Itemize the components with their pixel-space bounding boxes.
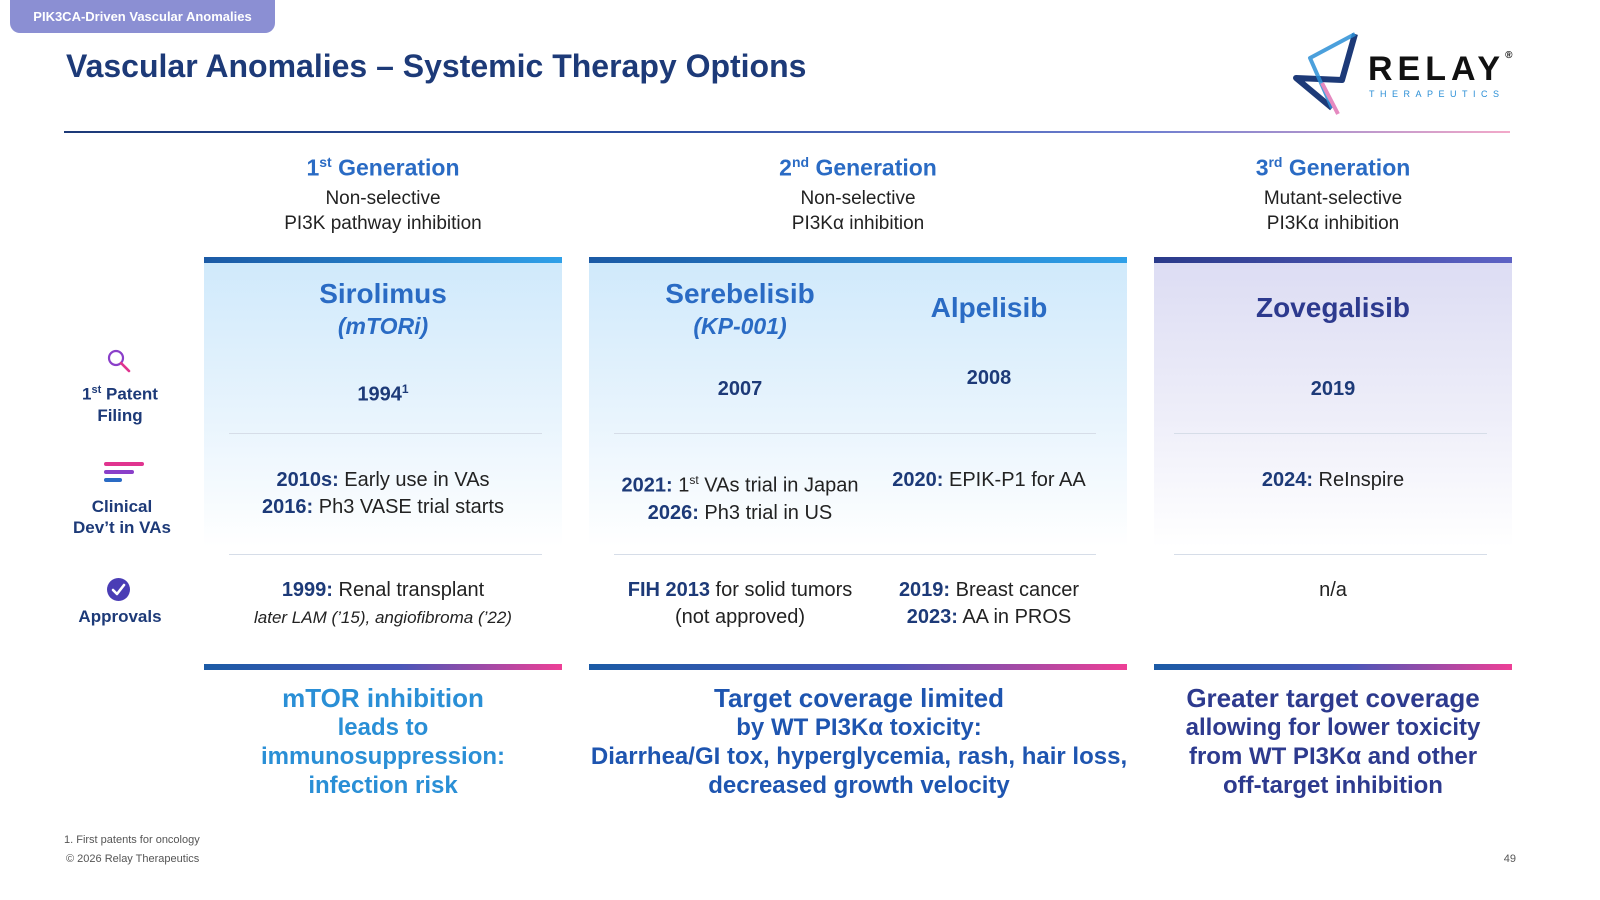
row-divider <box>1174 433 1487 434</box>
generation-2-header: 2nd Generation Non-selective PI3Kα inhibi… <box>589 154 1127 236</box>
patent-year-serebelisib: 2007 <box>717 378 763 400</box>
patent-year-sirolimus: 19941 <box>357 382 409 406</box>
header-divider <box>64 131 1510 133</box>
generation-3-header: 3rd Generation Mutant-selective PI3Kα inh… <box>1154 154 1512 236</box>
drug-name-alpelisib: Alpelisib <box>930 292 1048 323</box>
footnote: 1. First patents for oncology <box>64 834 200 846</box>
row-divider <box>614 433 1096 434</box>
clinical-zovegalisib: 2024: ReInspire <box>1261 469 1405 491</box>
generation-desc: Non-selective PI3K pathway inhibition <box>284 187 482 234</box>
clinical-sirolimus: 2010s: Early use in VAs 2016: Ph3 VASE t… <box>262 469 504 518</box>
clinical-serebelisib: 2021: 1st VAs trial in Japan 2026: Ph3 t… <box>621 473 859 524</box>
drug-name-serebelisib: Serebelisib <box>665 278 815 309</box>
row-divider <box>614 554 1096 555</box>
panel-top-bar <box>589 257 1127 263</box>
approvals-zovegalisib: n/a <box>1319 579 1347 601</box>
generation-title: 2nd Generation <box>779 154 937 181</box>
logo-subtitle: THERAPEUTICS <box>1369 89 1505 99</box>
copyright: © 2026 Relay Therapeutics <box>66 853 200 865</box>
summary-divider <box>1154 664 1512 670</box>
generation-title: 3rd Generation <box>1255 154 1411 181</box>
row-divider <box>229 554 542 555</box>
panel-gen-2 <box>589 257 1127 547</box>
generation-1-header: 1st Generation Non-selective PI3K pathway… <box>204 154 562 236</box>
summary-gen-2: Target coverage limited by WT PI3Kα toxi… <box>590 683 1128 800</box>
patent-year-alpelisib: 2008 <box>966 367 1012 389</box>
panel-gen-3 <box>1154 257 1512 547</box>
summary-gen-1: mTOR inhibition leads to immunosuppressi… <box>260 683 506 800</box>
patent-year-zovegalisib: 2019 <box>1310 378 1356 400</box>
drug-name-sirolimus: Sirolimus <box>319 278 447 309</box>
relay-logo-icon <box>1293 32 1358 115</box>
drug-name-zovegalisib: Zovegalisib <box>1255 292 1411 323</box>
checkmark-badge-icon <box>107 578 130 601</box>
row-label-approvals: Approvals <box>78 607 162 626</box>
approvals-sirolimus: 1999: Renal transplant later LAM (’15), … <box>254 579 512 627</box>
panel-gen-1 <box>204 257 562 547</box>
clinical-alpelisib: 2020: EPIK-P1 for AA <box>892 469 1086 491</box>
generation-desc: Mutant-selective PI3Kα inhibition <box>1263 187 1403 234</box>
page-title: Vascular Anomalies – Systemic Therapy Op… <box>66 48 807 84</box>
approvals-serebelisib: FIH 2013 for solid tumors (not approved) <box>627 579 853 628</box>
timeline-bars-icon <box>104 462 144 482</box>
page-number: 49 <box>1503 853 1516 865</box>
row-divider <box>1174 554 1487 555</box>
drug-class-sirolimus: (mTORi) <box>337 313 429 339</box>
generation-title: 1st Generation <box>306 154 460 181</box>
search-icon <box>107 349 131 373</box>
generation-desc: Non-selective PI3Kα inhibition <box>791 187 925 234</box>
summary-divider <box>204 664 562 670</box>
section-tag: PIK3CA-Driven Vascular Anomalies <box>10 0 275 33</box>
drug-code-serebelisib: (KP-001) <box>693 313 787 339</box>
panel-top-bar <box>204 257 562 263</box>
panel-top-bar <box>1154 257 1512 263</box>
row-label-clinical: Clinical Dev’t in VAs <box>73 497 171 537</box>
summary-divider <box>589 664 1127 670</box>
logo-wordmark: RELAY® <box>1368 50 1513 88</box>
row-label-patent: 1st Patent Filing <box>82 384 158 425</box>
row-divider <box>229 433 542 434</box>
summary-gen-3: Greater target coverage allowing for low… <box>1185 683 1481 800</box>
approvals-alpelisib: 2019: Breast cancer 2023: AA in PROS <box>898 579 1080 628</box>
